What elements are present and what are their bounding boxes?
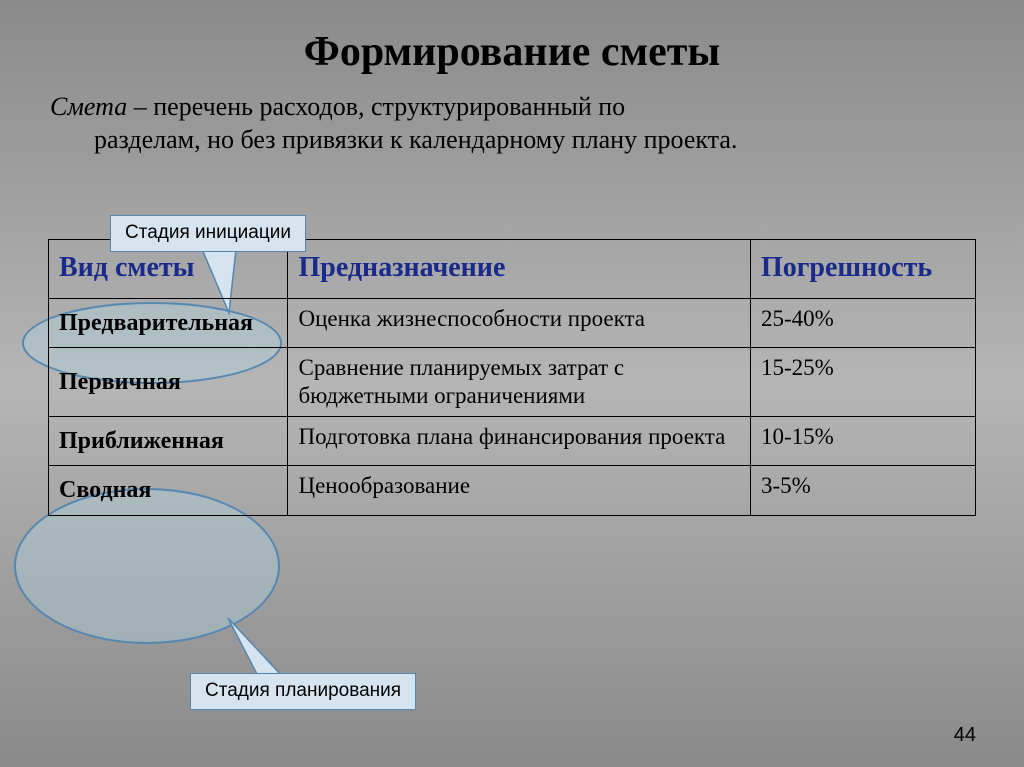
cell-error: 3-5%: [750, 466, 975, 516]
cell-type: Приближенная: [49, 416, 288, 466]
cell-type: Первичная: [49, 348, 288, 416]
table-row: Предварительная Оценка жизнеспособности …: [49, 298, 976, 348]
cell-error: 25-40%: [750, 298, 975, 348]
table-row: Сводная Ценообразование 3-5%: [49, 466, 976, 516]
table-row: Приближенная Подготовка плана финансиров…: [49, 416, 976, 466]
callout-top: Стадия инициации: [110, 215, 306, 252]
definition-line1: перечень расходов, структурированный по: [153, 92, 625, 121]
th-error: Погрешность: [750, 239, 975, 298]
table-row: Первичная Сравнение планируемых затрат с…: [49, 348, 976, 416]
slide-container: Формирование сметы Смета – перечень расх…: [0, 0, 1024, 767]
cell-purpose: Подготовка плана финансирования проекта: [288, 416, 750, 466]
cell-purpose: Сравнение планируемых затрат с бюджетным…: [288, 348, 750, 416]
cell-purpose: Ценообразование: [288, 466, 750, 516]
cell-purpose: Оценка жизнеспособности проекта: [288, 298, 750, 348]
cell-type: Предварительная: [49, 298, 288, 348]
callout-pointer-bottom: [222, 614, 292, 680]
budget-table: Вид сметы Предназначение Погрешность Пре…: [48, 239, 976, 517]
cell-error: 15-25%: [750, 348, 975, 416]
cell-error: 10-15%: [750, 416, 975, 466]
definition-line2: разделам, но без привязки к календарному…: [50, 123, 976, 156]
callout-bottom: Стадия планирования: [190, 673, 416, 710]
table-wrap: Вид сметы Предназначение Погрешность Пре…: [48, 239, 976, 517]
definition-text: Смета – перечень расходов, структурирова…: [48, 90, 976, 157]
cell-type: Сводная: [49, 466, 288, 516]
page-number: 44: [954, 724, 976, 747]
definition-dash: –: [127, 92, 153, 121]
slide-title: Формирование сметы: [48, 28, 976, 76]
definition-term: Смета: [50, 92, 127, 121]
th-purpose: Предназначение: [288, 239, 750, 298]
